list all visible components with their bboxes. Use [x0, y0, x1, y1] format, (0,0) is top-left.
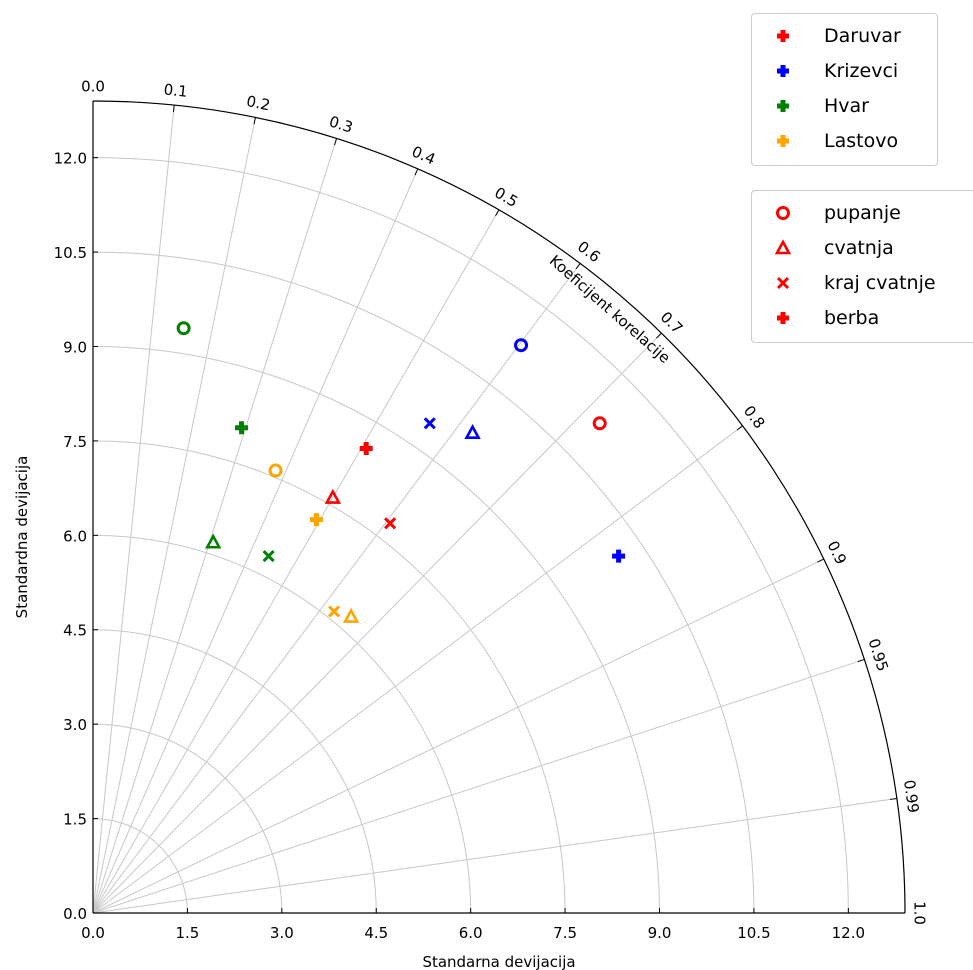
corr-tick-label: 0.4: [409, 142, 438, 168]
y-tick-label: 9.0: [63, 338, 87, 356]
corr-tick-label: 0.1: [163, 80, 189, 100]
corr-tick: [857, 658, 865, 663]
corr-grid-ray: [92, 658, 865, 914]
std-grid-arc: [92, 818, 188, 914]
point-krizevci-berba: [612, 549, 626, 563]
legend-marker-daruvar: [777, 30, 789, 42]
corr-tick-label: 1.0: [911, 901, 929, 925]
point-lastovo-kraj-cvatnje: [328, 605, 341, 618]
y-axis-label: Standardna devijacija: [13, 456, 31, 619]
correlation-arc: [92, 100, 906, 914]
point-krizevci-cvatnja: [464, 424, 481, 440]
legend-label-krizevci: Krizevci: [824, 60, 899, 82]
y-tick-label: 1.5: [63, 811, 87, 829]
x-tick-label: 6.0: [459, 924, 483, 942]
x-tick-label: 10.5: [737, 924, 770, 942]
point-lastovo-berba: [309, 513, 323, 527]
legend-label-hvar: Hvar: [824, 95, 869, 117]
point-hvar-pupanje: [176, 321, 191, 336]
point-lastovo-cvatnja: [342, 607, 360, 623]
point-daruvar-cvatnja: [324, 488, 342, 504]
legend-label-berba: berba: [824, 307, 880, 329]
corr-tick: [495, 209, 500, 217]
legend-label-kraj-cvatnje: kraj cvatnje: [824, 272, 936, 294]
corr-tick: [817, 558, 825, 563]
x-tick-label: 12.0: [832, 924, 865, 942]
correlation-axis-label: Koeficijent korelacije: [546, 252, 674, 367]
corr-tick-label: 0.2: [245, 92, 272, 114]
corr-tick: [736, 425, 743, 431]
point-krizevci-kraj-cvatnje: [423, 417, 436, 430]
y-tick-label: 7.5: [63, 433, 87, 451]
std-grid-arc: [92, 723, 283, 914]
point-daruvar-kraj-cvatnje: [384, 517, 397, 530]
corr-tick-label: 0.9: [824, 538, 851, 567]
point-daruvar-berba: [359, 441, 373, 455]
legend-label-pupanje: pupanje: [824, 202, 901, 224]
legend-marker-triangle: [774, 239, 792, 255]
std-grid-arc: [92, 251, 755, 914]
corr-tick-label: 0.0: [81, 78, 105, 96]
point-hvar-kraj-cvatnje: [262, 550, 275, 563]
y-tick-label: 0.0: [63, 905, 87, 923]
legend-marker-x: [776, 276, 790, 290]
x-tick-label: 0.0: [81, 924, 105, 942]
y-tick-label: 10.5: [54, 244, 87, 262]
corr-tick-label: 0.5: [491, 183, 521, 211]
corr-tick: [173, 105, 175, 113]
corr-grid-ray: [92, 117, 256, 914]
std-grid-arc: [92, 345, 661, 914]
corr-grid-ray: [92, 263, 581, 914]
legend-label-lastovo: Lastovo: [824, 130, 899, 152]
legend-marker-hvar: [777, 100, 789, 112]
x-tick-label: 3.0: [270, 924, 294, 942]
std-grid-arc: [92, 534, 472, 914]
corr-tick: [334, 138, 338, 146]
phase-legend: pupanje cvatnja kraj cvatnje berba: [751, 190, 973, 343]
x-tick-label: 9.0: [648, 924, 672, 942]
y-tick-label: 3.0: [63, 716, 87, 734]
corr-tick: [575, 263, 581, 270]
data-points: [176, 321, 626, 623]
y-tick-label: 6.0: [63, 527, 87, 545]
legend-marker-krizevci: [777, 65, 789, 77]
corr-tick: [253, 117, 256, 125]
corr-grid-ray: [92, 332, 662, 914]
corr-tick-label: 0.99: [900, 779, 923, 815]
y-tick-label: 12.0: [54, 150, 87, 168]
corr-grid-ray: [92, 138, 338, 914]
corr-grid-ray: [92, 209, 500, 914]
y-tick-label: 4.5: [63, 622, 87, 640]
std-grid-arc: [92, 157, 849, 914]
corr-grid-ray: [92, 425, 743, 914]
corr-tick: [889, 797, 897, 800]
legend-marker-plus: [777, 312, 789, 324]
corr-tick-label: 0.95: [864, 636, 892, 673]
corr-tick: [656, 332, 662, 339]
point-daruvar-pupanje: [592, 416, 607, 431]
x-tick-label: 1.5: [175, 924, 199, 942]
corr-grid-ray: [92, 558, 825, 914]
std-grid-arc: [92, 440, 566, 914]
corr-grid-ray: [92, 105, 175, 914]
corr-tick: [414, 168, 419, 176]
corr-grid-ray: [92, 168, 419, 914]
point-hvar-cvatnja: [205, 533, 222, 549]
point-krizevci-pupanje: [514, 338, 529, 353]
legend-label-cvatnja: cvatnja: [824, 237, 894, 259]
std-grid-arc: [92, 629, 377, 914]
x-axis-label: Standarna devijacija: [422, 953, 575, 970]
legend-label-daruvar: Daruvar: [824, 25, 901, 47]
station-legend: Daruvar Krizevci Hvar Lastovo: [751, 13, 938, 166]
x-tick-label: 7.5: [553, 924, 577, 942]
corr-tick-label: 0.3: [327, 112, 355, 136]
x-tick-label: 4.5: [364, 924, 388, 942]
point-lastovo-pupanje: [268, 463, 283, 478]
legend-marker-lastovo: [777, 135, 789, 147]
grid-lines: [92, 105, 897, 914]
point-hvar-berba: [235, 421, 249, 435]
legend-marker-circle: [776, 206, 790, 220]
corr-grid-ray: [92, 797, 897, 914]
